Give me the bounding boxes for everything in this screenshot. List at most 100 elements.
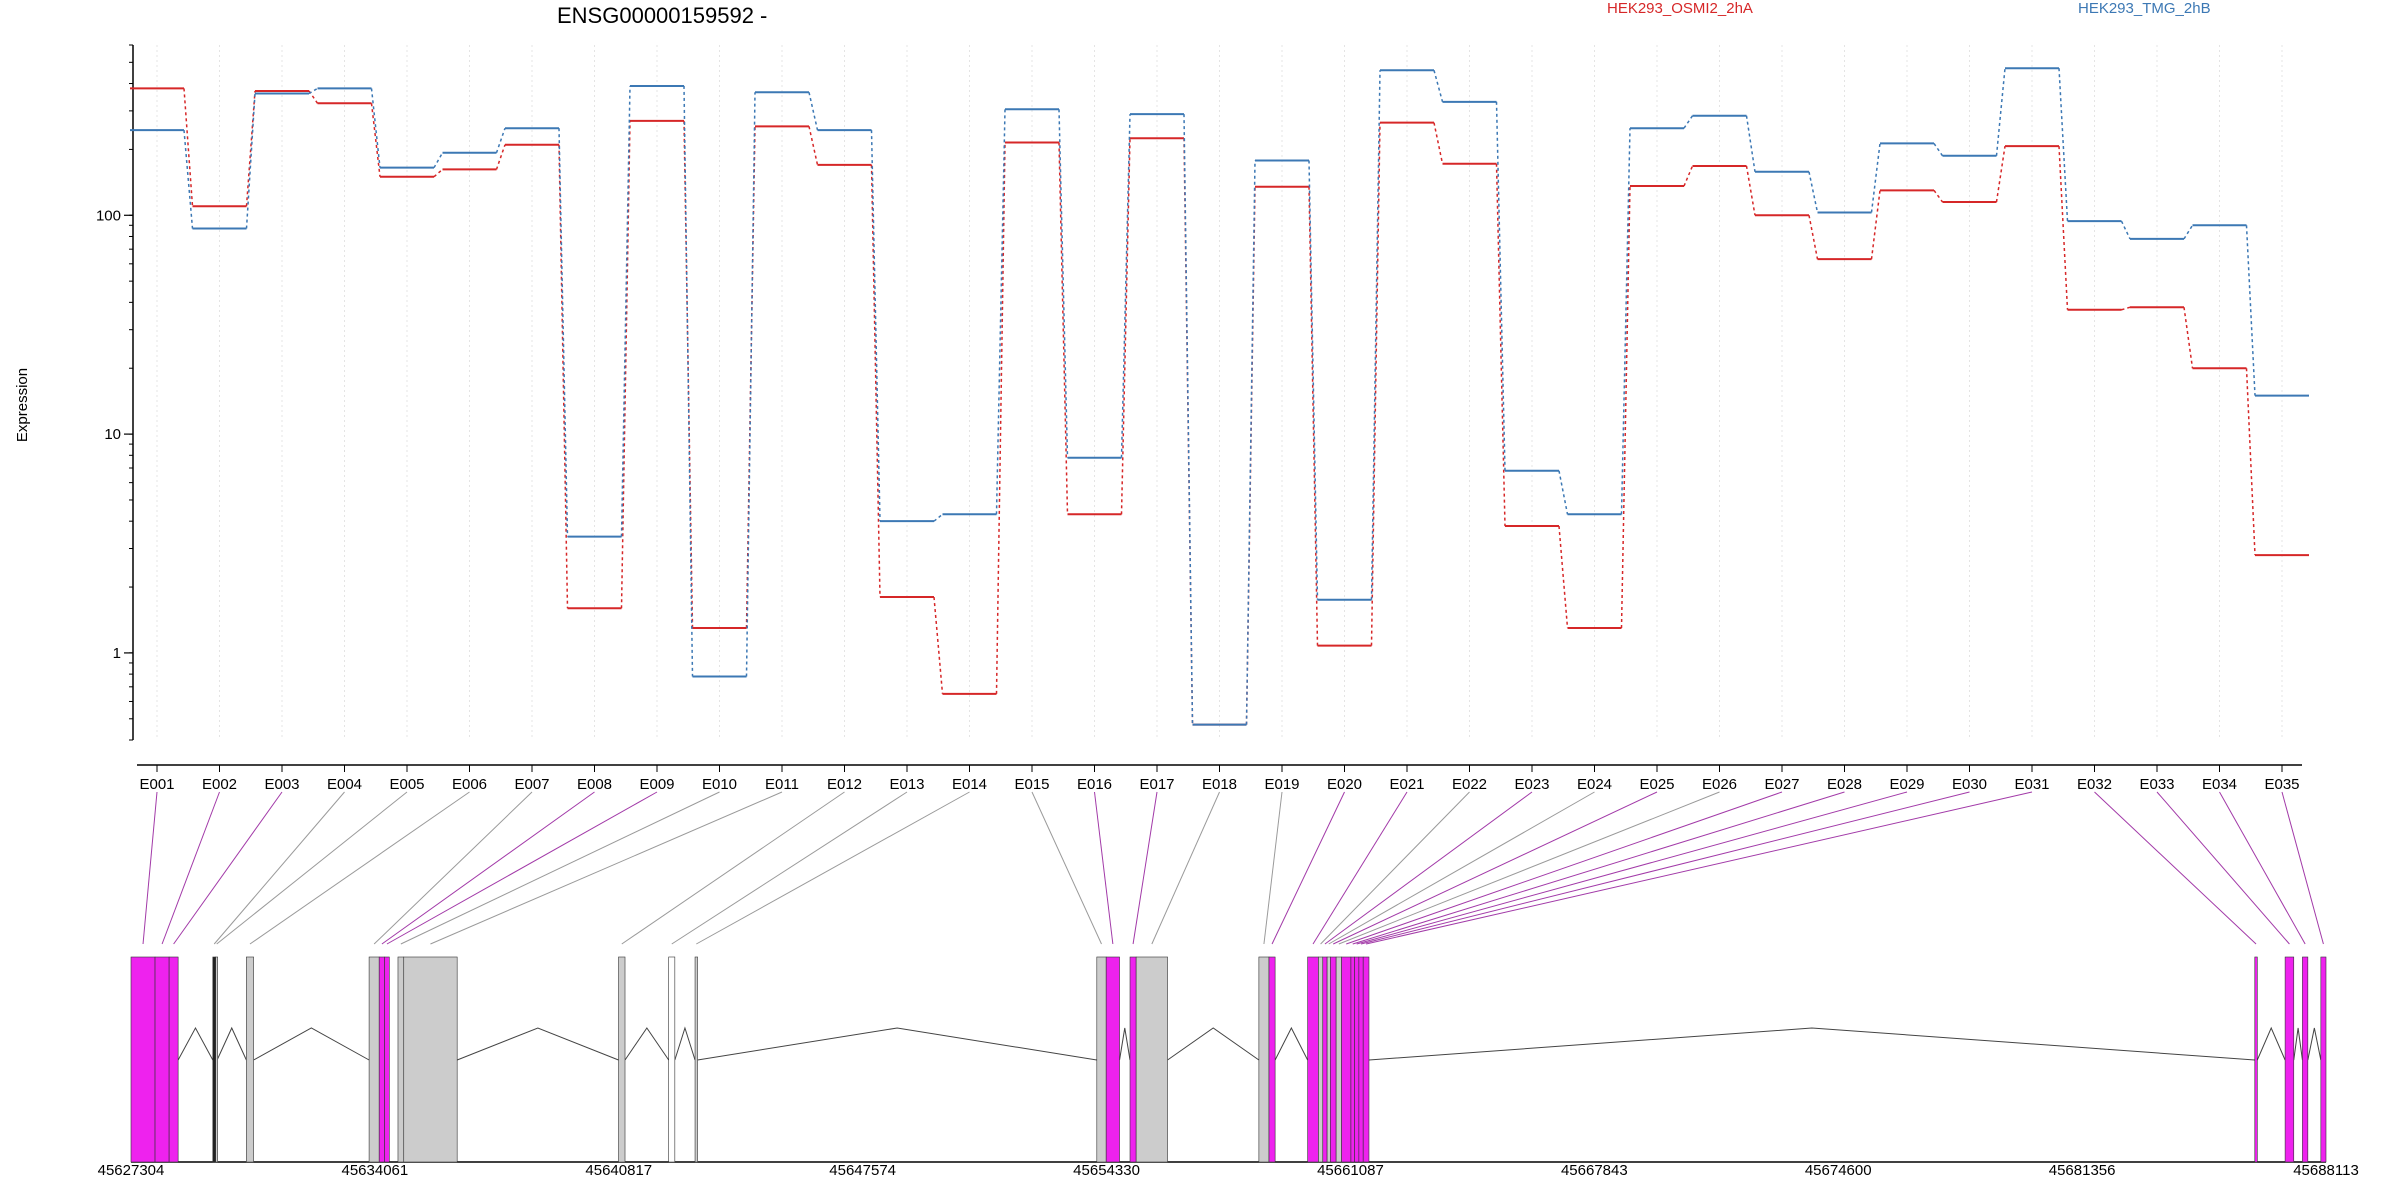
exon-connector	[1365, 791, 2033, 945]
data-connector	[1745, 115, 1756, 172]
exon-box	[2320, 956, 2327, 1163]
data-connector	[1370, 122, 1381, 646]
exon-box	[1326, 956, 1331, 1163]
x-tick-label: E022	[1452, 776, 1487, 793]
genomic-tick-label: 45688113	[2293, 1162, 2359, 1179]
exon-connector	[400, 791, 720, 945]
x-tick-label: E007	[514, 776, 549, 793]
exon-box	[130, 956, 156, 1163]
data-connector	[1683, 165, 1694, 187]
exon-connector	[2281, 791, 2324, 945]
exon-box	[1354, 956, 1360, 1163]
exon-box	[2254, 956, 2258, 1163]
x-tick-label: E008	[577, 776, 612, 793]
legend-series-2: HEK293_TMG_2hB	[2078, 0, 2211, 17]
genomic-tick-label: 45681356	[2049, 1162, 2116, 1179]
exon-box	[397, 956, 405, 1163]
x-tick-label: E018	[1202, 776, 1237, 793]
exon-box	[1135, 956, 1168, 1163]
exon-connector	[216, 791, 408, 945]
data-connector	[2058, 68, 2069, 222]
data-connector	[2245, 225, 2256, 396]
exon-connector	[373, 791, 533, 945]
intron-line	[2307, 1027, 2322, 1061]
x-tick-label: E027	[1764, 776, 1799, 793]
x-tick-label: E031	[2014, 776, 2049, 793]
intron-line	[697, 1027, 1097, 1061]
x-tick-label: E015	[1014, 776, 1049, 793]
data-connector	[1870, 143, 1881, 213]
data-connector	[2183, 224, 2194, 240]
data-connector	[495, 144, 506, 170]
data-connector	[683, 85, 694, 677]
exon-box	[403, 956, 458, 1163]
x-tick-label: E002	[202, 776, 237, 793]
exon-connector	[1324, 791, 1533, 945]
exon-box	[1322, 956, 1328, 1163]
x-tick-label: E030	[1952, 776, 1987, 793]
exon-box	[618, 956, 626, 1163]
data-connector	[1995, 68, 2006, 156]
data-connector	[808, 126, 819, 166]
exon-connector	[1352, 791, 1845, 945]
exon-box	[1362, 956, 1370, 1163]
genomic-tick-label: 45627304	[98, 1162, 165, 1179]
exon-box	[1129, 956, 1137, 1163]
exon-box	[154, 956, 170, 1163]
exon-box	[368, 956, 380, 1163]
exon-box	[384, 956, 390, 1163]
x-tick-label: E019	[1264, 776, 1299, 793]
x-tick-label: E026	[1702, 776, 1737, 793]
exon-connector	[1338, 791, 1720, 945]
exon-connector	[1356, 791, 1908, 945]
series-lines	[130, 67, 2309, 726]
data-connector	[1620, 186, 1631, 629]
data-connector	[620, 85, 631, 537]
exon-connector	[2219, 791, 2306, 945]
x-tick-label: E032	[2077, 776, 2112, 793]
x-tick-label: E005	[389, 776, 424, 793]
x-tick-label: E024	[1577, 776, 1612, 793]
series-2	[130, 67, 2309, 726]
data-connector	[1808, 215, 1819, 260]
exon-connector	[1271, 791, 1345, 945]
exon-box	[1358, 956, 1364, 1163]
exon-box	[2284, 956, 2295, 1163]
data-connector	[1245, 160, 1256, 725]
exon-connector	[1328, 791, 1595, 945]
data-connector	[870, 130, 881, 522]
exon-connector	[1360, 791, 1970, 945]
exon-connector	[1312, 791, 1408, 945]
x-tick-label: E006	[452, 776, 487, 793]
x-tick-label: E029	[1889, 776, 1924, 793]
data-connector	[1933, 189, 1944, 203]
intron-line	[1167, 1027, 1260, 1061]
data-connector	[2183, 307, 2194, 369]
x-tick-label: E012	[827, 776, 862, 793]
data-connector	[1933, 142, 1944, 157]
legend-series-1: HEK293_OSMI2_2hA	[1607, 0, 1753, 17]
exon-connector	[1151, 791, 1220, 945]
data-connector	[183, 130, 194, 229]
data-connector	[1058, 142, 1069, 515]
exon-box	[1341, 956, 1352, 1163]
intron-line	[1274, 1026, 1309, 1061]
data-connector	[870, 164, 881, 598]
x-tick-label: E023	[1514, 776, 1549, 793]
genomic-tick-label: 45661087	[1317, 1162, 1384, 1179]
data-connector	[1058, 109, 1069, 458]
x-tick-label: E011	[765, 776, 799, 793]
x-tick-label: E033	[2139, 776, 2174, 793]
x-tick-label: E010	[702, 776, 737, 793]
x-tick-label: E028	[1827, 776, 1862, 793]
exon-connector	[161, 791, 220, 945]
exon-connector	[249, 791, 470, 945]
exon-box	[1096, 956, 1107, 1163]
data-connector	[183, 88, 194, 207]
data-connector	[745, 92, 756, 677]
data-connector	[370, 88, 381, 168]
intron-line	[624, 1027, 670, 1061]
data-connector	[558, 144, 569, 609]
exon-connector	[1132, 791, 1158, 945]
data-connector	[433, 168, 443, 178]
